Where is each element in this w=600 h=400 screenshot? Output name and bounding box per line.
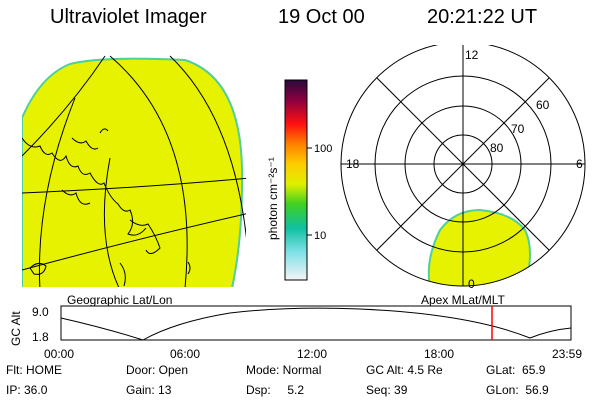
lat-label-60: 60 bbox=[536, 98, 550, 112]
altitude-tick-low: 1.8 bbox=[32, 330, 49, 344]
status-ip: IP: 36.0 bbox=[6, 383, 48, 397]
status-glat: GLat: 65.9 bbox=[486, 363, 546, 377]
colorbar-unit-label: photon cm⁻²s⁻¹ bbox=[266, 157, 280, 240]
mlt-label-0: 0 bbox=[468, 277, 475, 291]
mlt-label-12: 12 bbox=[465, 48, 479, 62]
time-tick-0000: 00:00 bbox=[44, 347, 74, 361]
geographic-map bbox=[22, 55, 246, 287]
status-glon: GLon: 56.9 bbox=[486, 383, 549, 397]
app-title: Ultraviolet Imager bbox=[50, 6, 207, 28]
time-tick-1800: 18:00 bbox=[424, 347, 454, 361]
time-tick-2359: 23:59 bbox=[552, 347, 582, 361]
status-door: Door: Open bbox=[126, 363, 189, 377]
status-gc-alt: GC Alt: 4.5 Re bbox=[366, 363, 443, 377]
altitude-curve bbox=[60, 307, 572, 341]
mlt-label-18: 18 bbox=[346, 157, 360, 171]
grid-lines bbox=[22, 55, 246, 287]
altitude-tick-high: 9.0 bbox=[32, 305, 49, 319]
status-dsp: Dsp: 5.2 bbox=[246, 383, 305, 397]
lat-label-80: 80 bbox=[490, 141, 504, 155]
time-tick-1200: 12:00 bbox=[297, 347, 327, 361]
color-scale-bar: 100 10 photon cm⁻²s⁻¹ bbox=[266, 79, 332, 281]
observation-time: 20:21:22 UT bbox=[427, 6, 538, 28]
status-gain: Gain: 13 bbox=[126, 383, 172, 397]
polar-grid bbox=[340, 45, 586, 287]
lat-label-70: 70 bbox=[511, 122, 525, 136]
status-readout: Flt: HOME Door: Open Mode: Normal GC Alt… bbox=[6, 363, 596, 399]
altitude-plot: GC Alt 9.0 1.8 00:00 06:00 12:00 18:00 2… bbox=[9, 305, 582, 361]
observation-date: 19 Oct 00 bbox=[278, 6, 365, 28]
time-tick-0600: 06:00 bbox=[170, 347, 200, 361]
polar-map: 12 18 6 0 60 70 80 bbox=[340, 45, 586, 291]
coastline bbox=[22, 128, 191, 287]
colorbar-tick-100: 100 bbox=[314, 143, 332, 155]
status-seq: Seq: 39 bbox=[366, 383, 408, 397]
auroral-image bbox=[22, 57, 244, 287]
polar-map-label: Apex MLat/MLT bbox=[421, 293, 505, 307]
status-mode: Mode: Normal bbox=[246, 363, 322, 377]
polar-auroral-image bbox=[427, 208, 531, 286]
geographic-map-label: Geographic Lat/Lon bbox=[67, 293, 173, 307]
colorbar-tick-10: 10 bbox=[314, 230, 326, 242]
mlt-label-6: 6 bbox=[576, 157, 583, 171]
altitude-axis-label: GC Alt bbox=[9, 311, 23, 346]
status-flight: Flt: HOME bbox=[6, 363, 62, 377]
